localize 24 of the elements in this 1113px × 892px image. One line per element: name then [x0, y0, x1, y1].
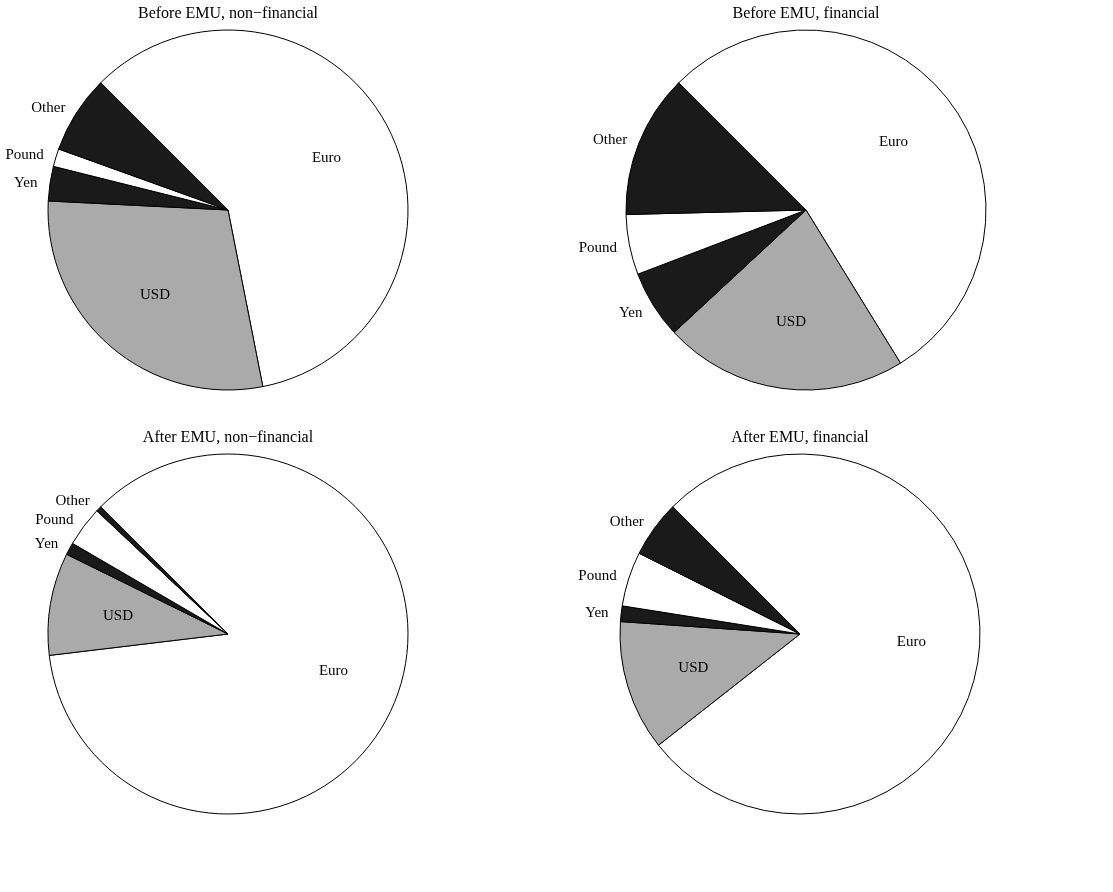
slice-label: Yen: [585, 604, 610, 621]
slice-label: Pound: [578, 567, 618, 584]
slice-label: Euro: [318, 662, 349, 679]
chart-title: Before EMU, non−financial: [137, 4, 319, 21]
slice-label: Euro: [878, 132, 909, 149]
slice-label: Pound: [5, 145, 45, 162]
slice-label: USD: [678, 658, 709, 675]
slice-label: Other: [31, 98, 66, 115]
chart-title: After EMU, non−financial: [142, 428, 314, 445]
chart-title: After EMU, financial: [731, 428, 870, 445]
slice-label: USD: [139, 286, 171, 303]
slice-label: Yen: [618, 303, 643, 320]
slice-label: Euro: [311, 149, 342, 166]
slice-label: Other: [55, 491, 90, 508]
slice-label: Pound: [35, 510, 75, 527]
slice-label: USD: [102, 607, 134, 624]
slice-label: Yen: [14, 173, 38, 190]
chart-title: Before EMU, financial: [732, 4, 881, 21]
slice-label: Other: [609, 513, 644, 530]
slice-label: Pound: [578, 239, 618, 256]
slice-label: USD: [775, 312, 807, 329]
slice-label: Euro: [896, 632, 926, 649]
slice-label: Other: [592, 130, 628, 147]
slice-label: Yen: [34, 534, 59, 551]
